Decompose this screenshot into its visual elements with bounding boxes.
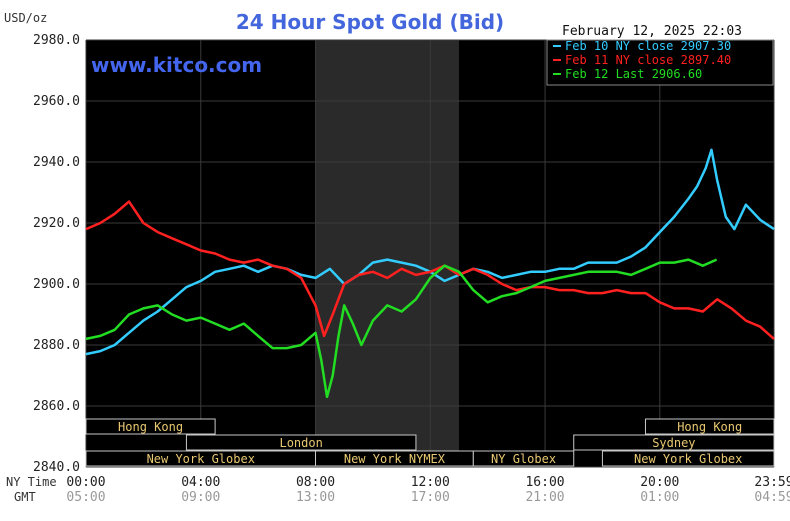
session-label: London [279,436,322,450]
session-box [472,450,575,467]
x-tick-gmt: 09:00 [181,490,220,505]
session-box [644,418,775,435]
y-tick-label: 2980.0 [33,33,80,48]
session-box [185,434,417,451]
chart-timestamp: February 12, 2025 22:03 [562,24,742,39]
price-series [85,148,775,399]
x-tick-gmt: 17:00 [411,490,450,505]
x-tick-ny: 00:00 [66,475,105,490]
session-label: New York Globex [147,452,255,466]
legend-entry: Feb 11 NY close 2897.40 [565,53,731,67]
shaded-session-band [315,40,459,467]
y-tick-label: 2860.0 [33,399,80,414]
y-tick-label: 2920.0 [33,216,80,231]
session-label: Hong Kong [118,420,183,434]
grid-lines [85,39,775,468]
series-line [85,258,718,399]
y-tick-label: 2940.0 [33,155,80,170]
x-tick-gmt: 05:00 [66,490,105,505]
legend-box [546,39,774,86]
x-tick-gmt: 13:00 [296,490,335,505]
unit-label: USD/oz [4,11,47,25]
session-label: NY Globex [491,452,556,466]
x-tick-ny: 04:00 [181,475,220,490]
chart-title: 24 Hour Spot Gold (Bid) [236,10,504,34]
x-tick-ny: 16:00 [525,475,564,490]
x-tick-ny: 08:00 [296,475,335,490]
y-tick-label: 2960.0 [33,94,80,109]
ny-time-row-label: NY Time [6,475,57,489]
y-tick-label: 2880.0 [33,338,80,353]
market-sessions: Hong Kong Hong Kong London Sydney New York G… [85,418,775,467]
session-label: New York Globex [634,452,742,466]
legend-entry: Feb 10 NY close 2907.30 [565,39,731,53]
series-line [85,148,775,356]
x-tick-ny: 23:59 [754,475,790,490]
y-tick-label: 2840.0 [33,460,80,475]
watermark: www.kitco.com [91,53,262,77]
session-box [573,434,775,451]
session-label: Hong Kong [677,420,742,434]
x-tick-gmt: 04:59 [754,490,790,505]
x-tick-ny: 12:00 [411,475,450,490]
legend-entry: Feb 12 Last 2906.60 [565,67,702,81]
y-tick-label: 2900.0 [33,277,80,292]
series-line [85,200,775,340]
session-label: Sydney [652,436,695,450]
shaded-band [315,40,459,467]
session-label: New York NYMEX [344,452,446,466]
gmt-row-label: GMT [14,490,36,504]
x-tick-ny: 20:00 [640,475,679,490]
session-box [601,450,775,467]
x-tick-gmt: 21:00 [525,490,564,505]
session-box [85,418,216,435]
y-axis-ticks: 2840.0 2860.0 2880.0 2900.0 2920.0 2940.0 2960… [33,33,80,475]
x-tick-gmt: 01:00 [640,490,679,505]
